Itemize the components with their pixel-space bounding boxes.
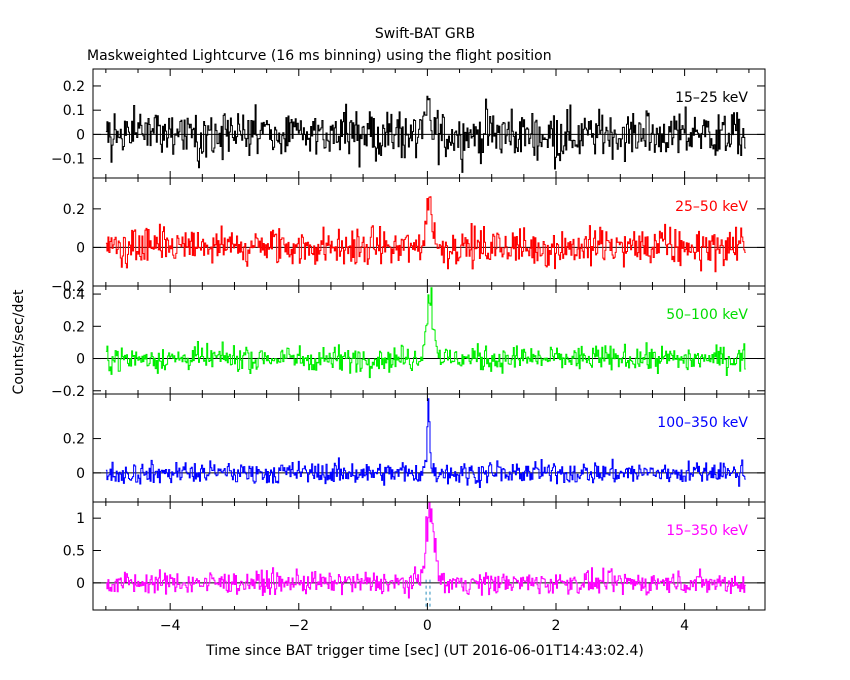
series-line [105, 502, 746, 599]
y-tick-label: 0.2 [63, 319, 85, 335]
x-tick-label: 2 [552, 618, 561, 634]
y-tick-label: 0 [76, 576, 85, 592]
y-tick-label: 0.1 [63, 103, 85, 119]
y-tick-label: −0.2 [51, 384, 85, 400]
y-tick-label: 0.2 [63, 202, 85, 218]
series-line [105, 287, 746, 379]
panels-group: −0.100.10.215–25 keV−0.200.2 25–50 keV−0.… [51, 68, 766, 634]
chart-subtitle: Maskweighted Lightcurve (16 ms binning) … [87, 48, 552, 64]
x-tick-label: −2 [288, 618, 309, 634]
chart-title: Swift-BAT GRB [375, 26, 475, 42]
series-line [105, 95, 746, 173]
x-axis-label: Time since BAT trigger time [sec] (UT 20… [205, 643, 644, 659]
y-tick-label: 1 [76, 511, 85, 527]
series-label: 15–350 keV [666, 523, 748, 539]
y-tick-label: 0 [76, 127, 85, 143]
x-tick-label: 4 [680, 618, 689, 634]
series-line [105, 196, 746, 273]
series-label: 25–50 keV [675, 199, 748, 215]
y-tick-label: 0 [76, 352, 85, 368]
y-tick-label: −0.1 [51, 152, 85, 168]
series-line [105, 398, 746, 488]
y-tick-label: 0.2 [63, 432, 85, 448]
y-tick-label: 0 [76, 466, 85, 482]
series-label: 15–25 keV [675, 90, 748, 106]
y-tick-label: 0.2 [63, 79, 85, 95]
y-tick-label: 0.4 [63, 287, 85, 303]
panel-25-50-kev: −0.2 0 0.2 25–50 keV [51, 177, 766, 295]
panel-frame [92, 501, 766, 611]
y-tick-label: −0.2 [51, 279, 85, 295]
y-tick-label: 0 [76, 240, 85, 256]
series-label: 100–350 keV [657, 415, 748, 431]
y-axis-label: Counts/sec/det [11, 289, 27, 394]
y-tick-label: 0.5 [63, 544, 85, 560]
panel-15-350-kev: 0 0.5 1 15–350 keV −4 −2 0 2 4 [63, 501, 766, 634]
series-label: 50–100 keV [666, 307, 748, 323]
x-tick-label: −4 [160, 618, 181, 634]
x-tick-label: 0 [423, 618, 432, 634]
